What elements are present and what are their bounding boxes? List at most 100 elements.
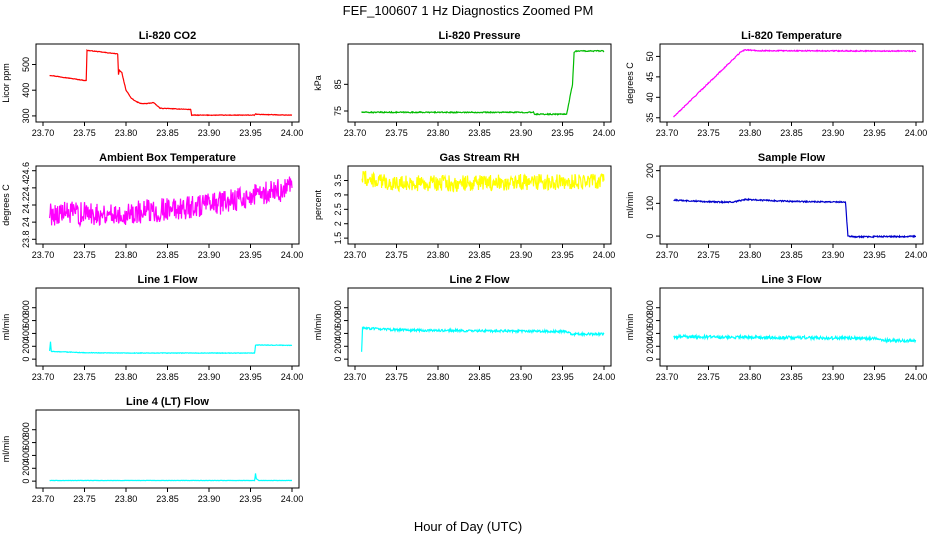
panel-7-ytick-label: 400 (21, 326, 31, 341)
panel-4-ytick-label: 24.6 (21, 162, 31, 180)
panel-9: Line 3 Flow ml/min 23.70 23.75 23.80 23.85 23.… (625, 274, 927, 382)
panel-9-xtick-label: 23.75 (697, 372, 720, 382)
panel-8-xtick-label: 23.70 (344, 372, 367, 382)
panel-4-xtick-label: 24.00 (281, 250, 304, 260)
panel-3-ytick-label: 45 (645, 72, 655, 82)
panel-7-xtick-label: 23.80 (115, 372, 138, 382)
panel-5-xtick-label: 23.80 (427, 250, 450, 260)
figure-title: FEF_100607 1 Hz Diagnostics Zoomed PM (343, 3, 594, 18)
panel-7-xtick-label: 23.70 (32, 372, 55, 382)
panel-8-xtick-label: 23.95 (551, 372, 574, 382)
panel-9-title: Line 3 Flow (762, 274, 822, 286)
panel-9-xtick-label: 23.95 (863, 372, 886, 382)
panel-4-xtick-label: 23.75 (73, 250, 96, 260)
panel-2-title: Li-820 Pressure (439, 30, 521, 42)
panel-8-ytick-label: 200 (333, 339, 343, 354)
panel-4-xtick-label: 23.95 (239, 250, 262, 260)
panel-7: Line 1 Flow ml/min 23.70 23.75 23.80 23.85 23.… (1, 274, 303, 382)
panel-3-xtick-label: 23.75 (697, 128, 720, 138)
panel-7-xtick-label: 23.85 (156, 372, 179, 382)
panel-8-series-1-line (361, 325, 605, 352)
panel-6-xtick-label: 23.80 (739, 250, 762, 260)
panel-8-xtick-label: 23.75 (385, 372, 408, 382)
panel-10-xtick-label: 24.00 (281, 494, 304, 504)
panel-7-xtick-label: 23.75 (73, 372, 96, 382)
panel-6-xtick-label: 23.75 (697, 250, 720, 260)
panel-6-ytick-label: 200 (645, 163, 655, 178)
panel-8-ytick-label: 800 (333, 300, 343, 315)
panel-1-ytick-label: 500 (21, 57, 31, 72)
panel-10-xtick-label: 23.80 (115, 494, 138, 504)
panel-8-ytick-label: 400 (333, 326, 343, 341)
panel-5-ytick-label: 2.5 (333, 203, 343, 216)
panel-2-xtick-label: 23.80 (427, 128, 450, 138)
figure-xlabel: Hour of Day (UTC) (414, 519, 522, 534)
panel-1-ylabel: Licor ppm (1, 63, 11, 103)
panel-4-title: Ambient Box Temperature (99, 152, 236, 164)
panel-6-series-1-line (673, 197, 916, 239)
panel-1-xtick-label: 23.70 (32, 128, 55, 138)
panel-1-xtick-label: 23.95 (239, 128, 262, 138)
panel-10-xtick-label: 23.70 (32, 494, 55, 504)
panel-3-series-1-line (673, 48, 917, 118)
panel-7-ytick-label: 600 (21, 313, 31, 328)
panel-3-xtick-label: 23.85 (780, 128, 803, 138)
panel-9-xtick-label: 23.90 (822, 372, 845, 382)
panel-5-series-1-line (361, 170, 605, 193)
panel-4-xtick-label: 23.85 (156, 250, 179, 260)
panel-5-xtick-label: 23.75 (385, 250, 408, 260)
panel-3-frame (659, 43, 924, 123)
panel-6-xtick-label: 23.70 (656, 250, 679, 260)
panel-6-frame (659, 165, 924, 245)
panel-4-xtick-label: 23.90 (198, 250, 221, 260)
panel-9-ytick-label: 800 (645, 300, 655, 315)
panel-4-xtick-label: 23.70 (32, 250, 55, 260)
panel-10-xtick-label: 23.85 (156, 494, 179, 504)
panel-6: Sample Flow ml/min 23.70 23.75 23.80 23.85 23.… (625, 152, 927, 260)
panel-10-ytick-label: 400 (21, 448, 31, 463)
panel-6-xtick-label: 24.00 (905, 250, 928, 260)
panel-9-ytick-label: 400 (645, 326, 655, 341)
panel-2-series-1-line (361, 49, 605, 116)
panel-3-xtick-label: 24.00 (905, 128, 928, 138)
panel-10-ytick-label: 600 (21, 435, 31, 450)
panel-10: Line 4 (LT) Flow ml/min 23.70 23.75 23.80 23.… (1, 396, 303, 504)
panel-2-xtick-label: 23.75 (385, 128, 408, 138)
panel-1-ytick-label: 400 (21, 83, 31, 98)
panel-10-xtick-label: 23.75 (73, 494, 96, 504)
panel-7-xtick-label: 24.00 (281, 372, 304, 382)
panel-9-series-1-line (673, 333, 917, 344)
panel-10-xtick-label: 23.95 (239, 494, 262, 504)
panel-3-xtick-label: 23.80 (739, 128, 762, 138)
panel-5-ytick-label: 3 (333, 192, 343, 197)
panel-6-xtick-label: 23.95 (863, 250, 886, 260)
panel-5-xtick-label: 23.95 (551, 250, 574, 260)
panel-7-series-1-line (49, 341, 293, 355)
panel-4-xtick-label: 23.80 (115, 250, 138, 260)
panel-5: Gas Stream RH percent 23.70 23.75 23.80 23.85… (313, 152, 615, 260)
panel-4-ytick-label: 24 (21, 217, 31, 227)
panel-9-ylabel: ml/min (625, 314, 635, 341)
panel-4-ytick-label: 23.8 (21, 231, 31, 249)
panel-8-ylabel: ml/min (313, 314, 323, 341)
panel-5-xtick-label: 23.85 (468, 250, 491, 260)
panel-8-title: Line 2 Flow (450, 274, 510, 286)
panel-8-xtick-label: 23.80 (427, 372, 450, 382)
panel-4-series-1-line (49, 176, 293, 228)
panel-6-ytick-label: 0 (645, 234, 655, 239)
panel-8-xtick-label: 23.90 (510, 372, 533, 382)
panel-2-ytick-label: 85 (333, 79, 343, 89)
panel-1-xtick-label: 23.80 (115, 128, 138, 138)
panel-1-series-1-line (49, 48, 293, 117)
panel-10-frame (35, 409, 300, 489)
panel-7-xtick-label: 23.95 (239, 372, 262, 382)
panel-2-xtick-label: 24.00 (593, 128, 616, 138)
panel-1-xtick-label: 23.90 (198, 128, 221, 138)
panel-7-ytick-label: 200 (21, 339, 31, 354)
panel-3-ylabel: degrees C (625, 62, 635, 104)
panel-1-xtick-label: 23.85 (156, 128, 179, 138)
panel-9-frame (659, 287, 924, 367)
panel-9-xtick-label: 23.80 (739, 372, 762, 382)
panel-10-ylabel: ml/min (1, 436, 11, 463)
panel-6-xtick-label: 23.85 (780, 250, 803, 260)
